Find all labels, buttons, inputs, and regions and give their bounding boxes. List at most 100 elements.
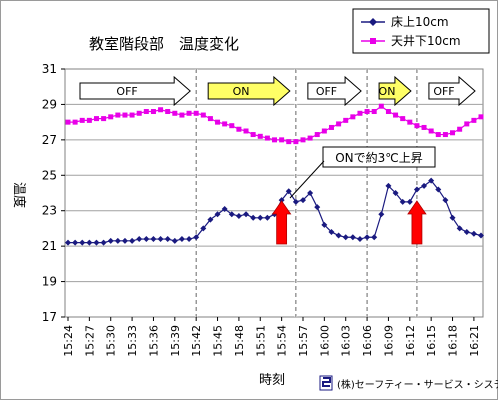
data-point-ceiling <box>314 132 320 138</box>
data-point-ceiling <box>293 139 299 145</box>
data-point-ceiling <box>464 121 470 127</box>
data-point-floor <box>235 213 242 220</box>
data-point-ceiling <box>371 109 377 115</box>
phase-label: OFF <box>433 85 454 98</box>
phase-label: ON <box>233 85 250 98</box>
data-point-floor <box>292 198 299 205</box>
phase-label: ON <box>379 85 396 98</box>
data-point-floor <box>250 214 257 221</box>
x-tick-label: 15:33 <box>126 325 139 357</box>
data-point-floor <box>335 232 342 239</box>
data-point-ceiling <box>179 112 185 118</box>
legend-label-ceiling: 天井下10cm <box>391 34 461 48</box>
data-point-ceiling <box>328 124 334 130</box>
data-point-ceiling <box>150 109 156 115</box>
data-point-floor <box>150 236 157 243</box>
data-point-ceiling <box>122 112 128 118</box>
data-point-ceiling <box>400 116 406 122</box>
x-tick-label: 15:27 <box>83 325 96 357</box>
data-point-floor <box>257 214 264 221</box>
data-point-floor <box>456 225 463 232</box>
data-point-floor <box>364 234 371 241</box>
y-tick-label: 23 <box>42 204 57 218</box>
data-point-floor <box>214 211 221 218</box>
data-point-floor <box>442 197 449 204</box>
data-point-floor <box>107 237 114 244</box>
data-point-ceiling <box>193 110 199 116</box>
data-point-ceiling <box>207 116 213 122</box>
x-tick-label: 15:57 <box>297 325 310 357</box>
y-tick-label: 29 <box>42 97 57 111</box>
data-point-floor <box>314 204 321 211</box>
phase-label: OFF <box>116 85 137 98</box>
data-point-floor <box>378 211 385 218</box>
data-point-floor <box>385 182 392 189</box>
data-point-floor <box>164 236 171 243</box>
data-point-ceiling <box>478 114 484 120</box>
data-point-ceiling <box>72 119 78 125</box>
data-point-floor <box>307 190 314 196</box>
annotation: ONで約3℃上昇 <box>289 146 436 199</box>
data-point-ceiling <box>321 128 327 134</box>
data-point-floor <box>186 236 193 243</box>
x-tick-label: 15:36 <box>147 325 160 357</box>
data-point-ceiling <box>450 130 456 136</box>
data-point-ceiling <box>200 112 206 118</box>
data-point-floor <box>478 232 485 239</box>
data-point-ceiling <box>101 116 107 122</box>
x-tick-label: 15:30 <box>105 325 118 357</box>
phase-arrow <box>79 75 191 107</box>
x-tick-label: 15:24 <box>62 325 75 357</box>
data-point-ceiling <box>172 110 178 116</box>
data-point-ceiling <box>250 132 256 138</box>
x-axis-title: 時刻 <box>259 373 285 388</box>
data-point-ceiling <box>115 112 121 118</box>
x-tick-label: 15:45 <box>212 325 225 357</box>
data-point-floor <box>171 237 178 244</box>
legend: 床上10cm 天井下10cm <box>352 8 490 54</box>
red-up-arrow <box>271 200 292 245</box>
data-point-floor <box>72 239 79 246</box>
data-point-floor <box>435 186 442 193</box>
data-point-floor <box>243 211 250 218</box>
data-point-ceiling <box>86 117 92 123</box>
x-axis-ticks: 15:24 15:27 15:30 15:33 15:36 15:39 15:42 15:45… <box>62 317 481 357</box>
data-point-floor <box>114 237 121 244</box>
phase-label: OFF <box>316 85 337 98</box>
data-point-ceiling <box>79 117 85 123</box>
data-point-ceiling <box>215 119 221 125</box>
data-point-ceiling <box>428 128 434 134</box>
company-name: (株)セーフティー・サービス・システム <box>337 378 498 391</box>
data-point-ceiling <box>442 132 448 138</box>
data-point-ceiling <box>435 132 441 138</box>
data-point-ceiling <box>343 117 349 123</box>
data-point-floor <box>200 225 207 232</box>
x-tick-label: 16:00 <box>318 325 331 357</box>
y-axis-title: 温度 <box>11 182 27 208</box>
red-arrows <box>271 200 427 245</box>
data-point-ceiling <box>165 109 171 115</box>
data-point-floor <box>328 228 335 235</box>
data-point-floor <box>157 236 164 243</box>
data-point-floor <box>79 239 86 246</box>
data-point-floor <box>86 239 93 246</box>
annotation-leader <box>289 160 325 199</box>
data-point-ceiling <box>307 135 313 141</box>
data-point-ceiling <box>129 112 135 118</box>
data-point-floor <box>421 182 428 189</box>
data-point-floor <box>93 239 100 246</box>
data-point-floor <box>178 236 185 243</box>
phase-arrow <box>207 75 291 107</box>
data-point-ceiling <box>257 133 263 139</box>
data-point-ceiling <box>236 126 242 132</box>
data-point-floor <box>129 237 136 244</box>
data-point-floor <box>463 228 470 235</box>
company-footer: (株)セーフティー・サービス・システム <box>319 375 498 391</box>
phase-arrow <box>428 75 476 107</box>
y-tick-label: 31 <box>42 62 57 76</box>
data-point-ceiling <box>243 128 249 134</box>
data-point-ceiling <box>357 110 363 116</box>
data-point-floor <box>221 205 228 212</box>
annotation-box <box>322 146 436 168</box>
